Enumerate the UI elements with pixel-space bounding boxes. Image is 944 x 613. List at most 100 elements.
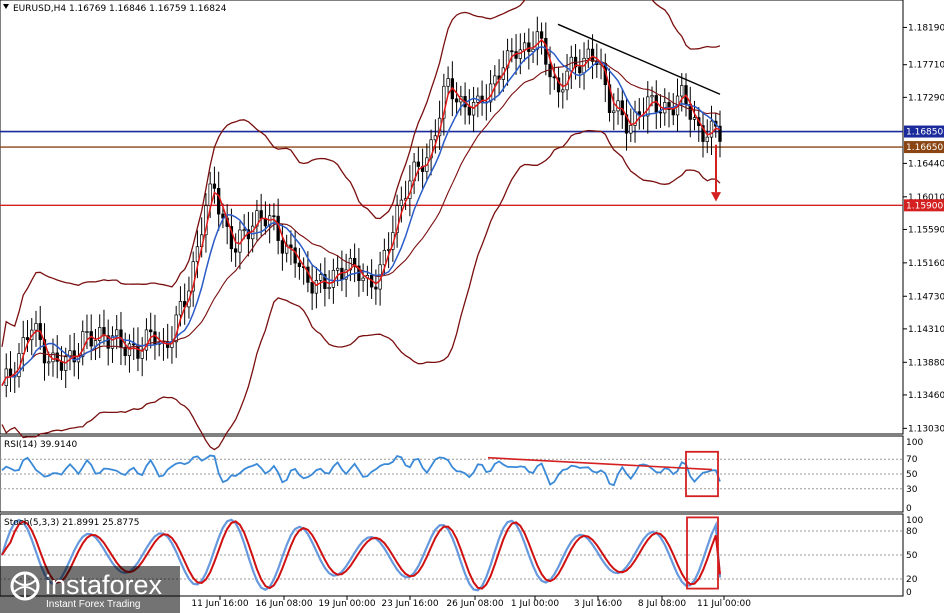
stoch-title: Stoch(5,3,3) 21.8991 25.8775	[4, 518, 139, 528]
candle-body	[386, 248, 391, 251]
candle-body	[718, 125, 722, 142]
candle-body	[620, 100, 624, 116]
time-tick-label: 19 Jun 00:00	[318, 599, 375, 609]
candle-body	[280, 240, 285, 254]
candle-body	[505, 50, 510, 69]
candle-body	[81, 331, 85, 357]
candle-body	[110, 335, 115, 349]
bollinger-upper	[1, 0, 721, 347]
dropdown-triangle-icon[interactable]	[3, 4, 9, 9]
resistance-trendline	[557, 23, 721, 95]
time-tick-label: 3 Jul 16:00	[574, 599, 623, 609]
price-tag	[904, 141, 944, 154]
candle-body	[293, 247, 297, 264]
stoch-tick-label: 50	[906, 551, 918, 561]
rsi-tick-label: 0	[906, 504, 912, 514]
candle-body	[569, 56, 573, 72]
candle-body	[59, 360, 64, 371]
time-tick-label: 11 Jul 00:00	[697, 599, 751, 609]
price-tick-label: 1.16440	[908, 159, 944, 169]
candle-body	[374, 286, 378, 290]
candle-body	[705, 136, 709, 142]
down-arrow-head-icon	[711, 192, 721, 202]
price-tick-label: 1.17290	[908, 93, 944, 103]
candle-body	[102, 327, 106, 337]
candle-body	[416, 161, 421, 167]
price-tick-label: 1.14730	[908, 292, 944, 302]
logo-brand-text: instaforex	[45, 570, 163, 600]
stoch-highlight-box	[686, 516, 719, 590]
candle-body	[442, 85, 446, 119]
candle-body	[709, 120, 714, 138]
candle-body	[318, 274, 323, 281]
candle-body	[98, 327, 102, 341]
candle-body	[195, 246, 200, 263]
rsi-divergence-line	[487, 456, 713, 471]
candle-body	[493, 75, 497, 85]
candle-body	[263, 218, 268, 227]
time-tick-label: 1 Jul 00:00	[511, 599, 560, 609]
candle-body	[454, 98, 459, 103]
price-tick-label: 1.13030	[908, 424, 944, 434]
price-tag-label: 1.16650	[906, 143, 943, 153]
candle-body	[650, 95, 654, 98]
candle-body	[527, 42, 531, 52]
candle-body	[212, 183, 217, 189]
candle-body	[149, 329, 153, 333]
candle-body	[522, 42, 527, 51]
stoch-tick-label: 20	[906, 575, 918, 585]
price-tick-label: 1.17710	[908, 61, 944, 71]
axis-layer: 1.18190 1.17710 1.17290 1.16440 1.16010 1.155…	[191, 23, 944, 609]
candle-body	[144, 329, 149, 351]
price-tick-label: 1.18190	[908, 23, 944, 33]
candle-body	[327, 287, 331, 289]
candle-body	[106, 335, 110, 349]
time-tick-label: 8 Jul 08:00	[638, 599, 687, 609]
price-tick-label: 1.15590	[908, 225, 944, 235]
candle-body	[399, 199, 404, 207]
candle-body	[701, 125, 705, 142]
candle-body	[552, 76, 556, 79]
price-tag-label: 1.15900	[906, 201, 943, 211]
candle-body	[314, 280, 319, 294]
candle-body	[234, 248, 238, 253]
price-series-layer	[0, 0, 903, 451]
price-tick-label: 1.14310	[908, 325, 944, 335]
candle-body	[123, 347, 127, 357]
candle-body	[510, 50, 514, 53]
candle-body	[395, 205, 399, 233]
candle-body	[191, 261, 195, 292]
rsi-tick-label: 100	[906, 438, 923, 448]
rsi-title: RSI(14) 39.9140	[4, 440, 77, 450]
rsi-line	[1, 454, 721, 487]
price-tick-label: 1.13880	[908, 358, 944, 368]
ma-fast-line	[1, 38, 721, 386]
candle-body	[259, 210, 263, 220]
rsi-series-layer	[0, 450, 903, 498]
candle-body	[34, 323, 38, 331]
candle-body	[335, 267, 340, 271]
candle-body	[646, 96, 650, 117]
candle-body	[221, 213, 225, 219]
candle-body	[89, 331, 93, 347]
candle-body	[667, 102, 671, 110]
candle-body	[586, 48, 590, 59]
candle-body	[467, 106, 471, 116]
candle-body	[629, 125, 633, 134]
candle-body	[55, 352, 59, 362]
rsi-panel-frame	[0, 435, 904, 513]
candle-body	[590, 48, 595, 62]
candle-body	[8, 368, 13, 377]
candle-body	[310, 282, 314, 294]
candle-body	[361, 277, 365, 282]
candle-body	[25, 337, 30, 341]
candle-body	[692, 117, 697, 120]
candle-body	[64, 356, 68, 371]
candle-body	[178, 301, 183, 316]
price-tag-label: 1.16850	[906, 128, 943, 138]
time-tick-label: 26 Jun 08:00	[446, 599, 503, 609]
candle-body	[535, 31, 539, 50]
candle-body	[446, 78, 450, 87]
